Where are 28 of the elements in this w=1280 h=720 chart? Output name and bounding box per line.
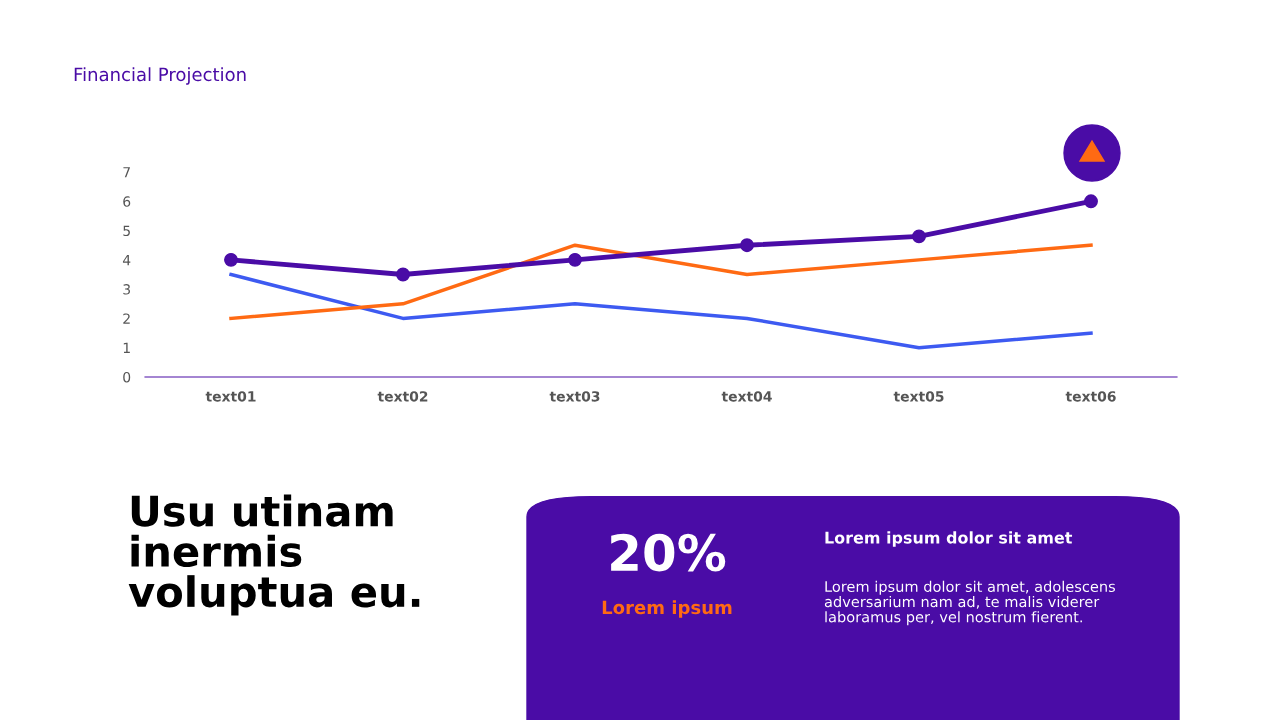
x-tick-label: text06	[1065, 391, 1116, 402]
y-tick-label: 4	[122, 255, 131, 266]
x-tick-label: text02	[377, 391, 428, 402]
text: Lorem ipsum dolor sit amet, adolescens adversarium nam ad, te malis viderer laboramus per, vel nostrum fierent.	[824, 580, 1116, 626]
y-tick-label: 2	[123, 313, 130, 324]
x-tick-label: text04	[721, 391, 772, 402]
y-tick-label: 1	[123, 342, 130, 353]
y-tick-label: 3	[123, 284, 130, 295]
x-tick-label: text03	[549, 391, 600, 402]
y-tick-label: 6	[123, 196, 131, 207]
y-tick-label: 7	[123, 167, 130, 178]
text: Lorem ipsum dolor sit amet	[825, 531, 1073, 547]
text: Lorem ipsum	[602, 600, 732, 618]
point	[568, 252, 582, 267]
point	[1084, 194, 1098, 209]
point	[396, 267, 410, 282]
point	[912, 229, 926, 244]
x-tick-label: text05	[893, 391, 944, 402]
text: 20%	[611, 533, 726, 572]
text: Usu utinam inermis voluptua eu.	[128, 494, 420, 616]
chart-title: Financial Projection	[74, 67, 246, 85]
y-tick-label: 0	[123, 371, 131, 383]
y-tick-label: 5	[123, 225, 130, 237]
point	[740, 238, 754, 253]
line-series	[229, 272, 1093, 350]
line-series	[229, 243, 1093, 321]
x-tick-label: text01	[205, 391, 256, 402]
point	[224, 252, 238, 267]
